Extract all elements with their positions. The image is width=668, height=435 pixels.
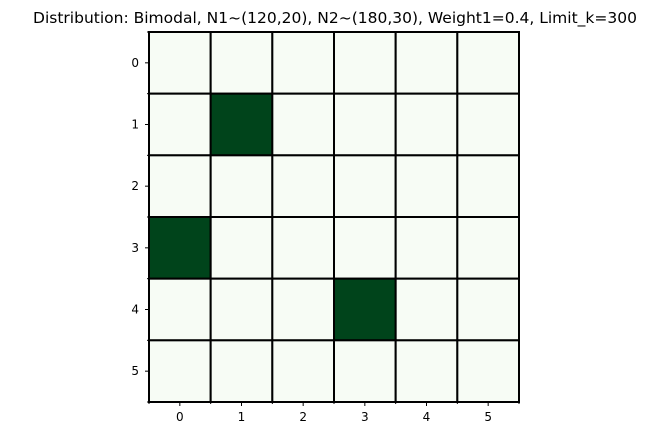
heatmap-cell-r1-c5 [456,92,521,157]
heatmap-cell-r3-c4 [394,216,459,280]
heatmap-cell-r2-c4 [394,154,459,218]
heatmap-cell-r4-c2 [271,277,336,342]
heatmap-cell-r4-c4 [394,277,459,342]
x-axis-ticks: 0 1 2 3 4 5 [148,402,520,424]
y-tick-label: 3 [131,241,139,255]
heatmap-cell-r4-c0 [148,277,212,342]
heatmap-cell-r4-c1 [209,277,274,342]
y-tick-label: 2 [131,179,139,193]
heatmap-cell-r2-c3 [333,154,397,218]
heatmap-cell-r1-c3 [333,92,397,157]
heatmap-cell-r2-c5 [456,154,521,218]
chart-title: Distribution: Bimodal, N1~(120,20), N2~(… [33,9,637,28]
x-tick-label: 3 [361,410,369,424]
x-tick-label: 2 [299,410,307,424]
y-tick-label: 1 [131,118,139,132]
heatmap-cell-r2-c2 [271,154,336,218]
heatmap-cell-r1-c0 [148,92,212,157]
y-tick-label: 5 [131,364,139,378]
heatmap-cell-r3-c1 [209,216,274,280]
heatmap-cell-r2-c0 [148,154,212,218]
heatmap-cell-r0-c1 [209,31,274,95]
heatmap-cell-r0-c0 [148,31,212,95]
heatmap-cell-r5-c0 [148,339,212,404]
heatmap-cell-r0-c2 [271,31,336,95]
y-tick-label: 0 [131,56,139,70]
heatmap-cell-r3-c5 [456,216,521,280]
heatmap-cell-r3-c3 [333,216,397,280]
heatmap-cell-r5-c1 [209,339,274,404]
heatmap-cell-r5-c5 [456,339,521,404]
x-tick-label: 5 [484,410,492,424]
heatmap-cell-r1-c4 [394,92,459,157]
heatmap-cell-r0-c5 [456,31,521,95]
heatmap-cell-r1-c2 [271,92,336,157]
heatmap-cell-r0-c4 [394,31,459,95]
heatmap-cell-r2-c1 [209,154,274,218]
heatmap-cell-r3-c2 [271,216,336,280]
x-tick-label: 1 [238,410,246,424]
heatmap-cell-r4-c3 [333,277,397,342]
heatmap-cells [148,31,521,404]
x-tick-label: 0 [176,410,184,424]
x-tick-label: 4 [423,410,431,424]
heatmap-cell-r5-c4 [394,339,459,404]
heatmap-cell-r5-c3 [333,339,397,404]
y-axis-ticks: 0 1 2 3 4 5 [131,31,149,403]
heatmap-cell-r1-c1 [209,92,274,157]
heatmap-cell-r0-c3 [333,31,397,95]
heatmap-cell-r3-c0 [148,216,212,280]
plot-frame [148,31,520,403]
heatmap-cell-r5-c2 [271,339,336,404]
y-tick-label: 4 [131,303,139,317]
heatmap-cell-r4-c5 [456,277,521,342]
